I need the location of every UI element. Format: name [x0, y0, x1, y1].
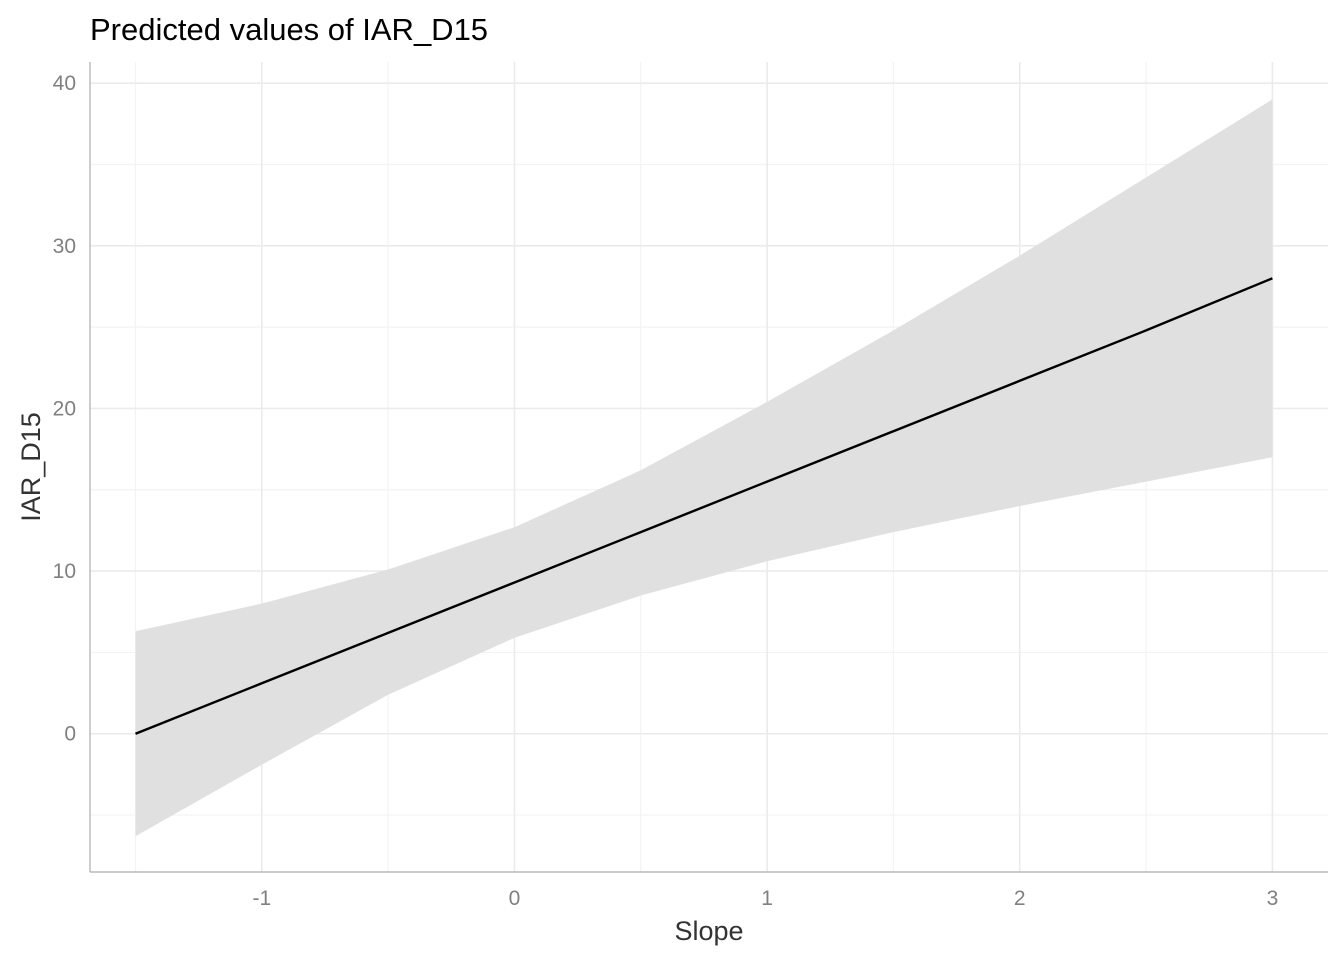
y-tick-label: 20 [53, 397, 76, 420]
x-tick-label: 3 [1267, 887, 1279, 910]
x-tick-label: 1 [761, 887, 773, 910]
confidence-band [135, 99, 1273, 837]
x-tick-label: 2 [1014, 887, 1026, 910]
chart-title: Predicted values of IAR_D15 [90, 12, 488, 47]
y-tick-label: 30 [53, 235, 76, 258]
y-tick-label: 40 [53, 72, 76, 95]
x-tick-labels: -1 0 1 2 3 [252, 887, 1278, 910]
y-tick-label: 0 [64, 723, 76, 746]
y-tick-label: 10 [53, 560, 76, 583]
x-tick-label: -1 [252, 887, 271, 910]
x-tick-label: 0 [509, 887, 521, 910]
y-axis-title: IAR_D15 [16, 412, 46, 522]
x-axis-title: Slope [674, 916, 743, 946]
prediction-line [135, 277, 1273, 735]
y-tick-labels: 0 10 20 30 40 [53, 72, 76, 746]
